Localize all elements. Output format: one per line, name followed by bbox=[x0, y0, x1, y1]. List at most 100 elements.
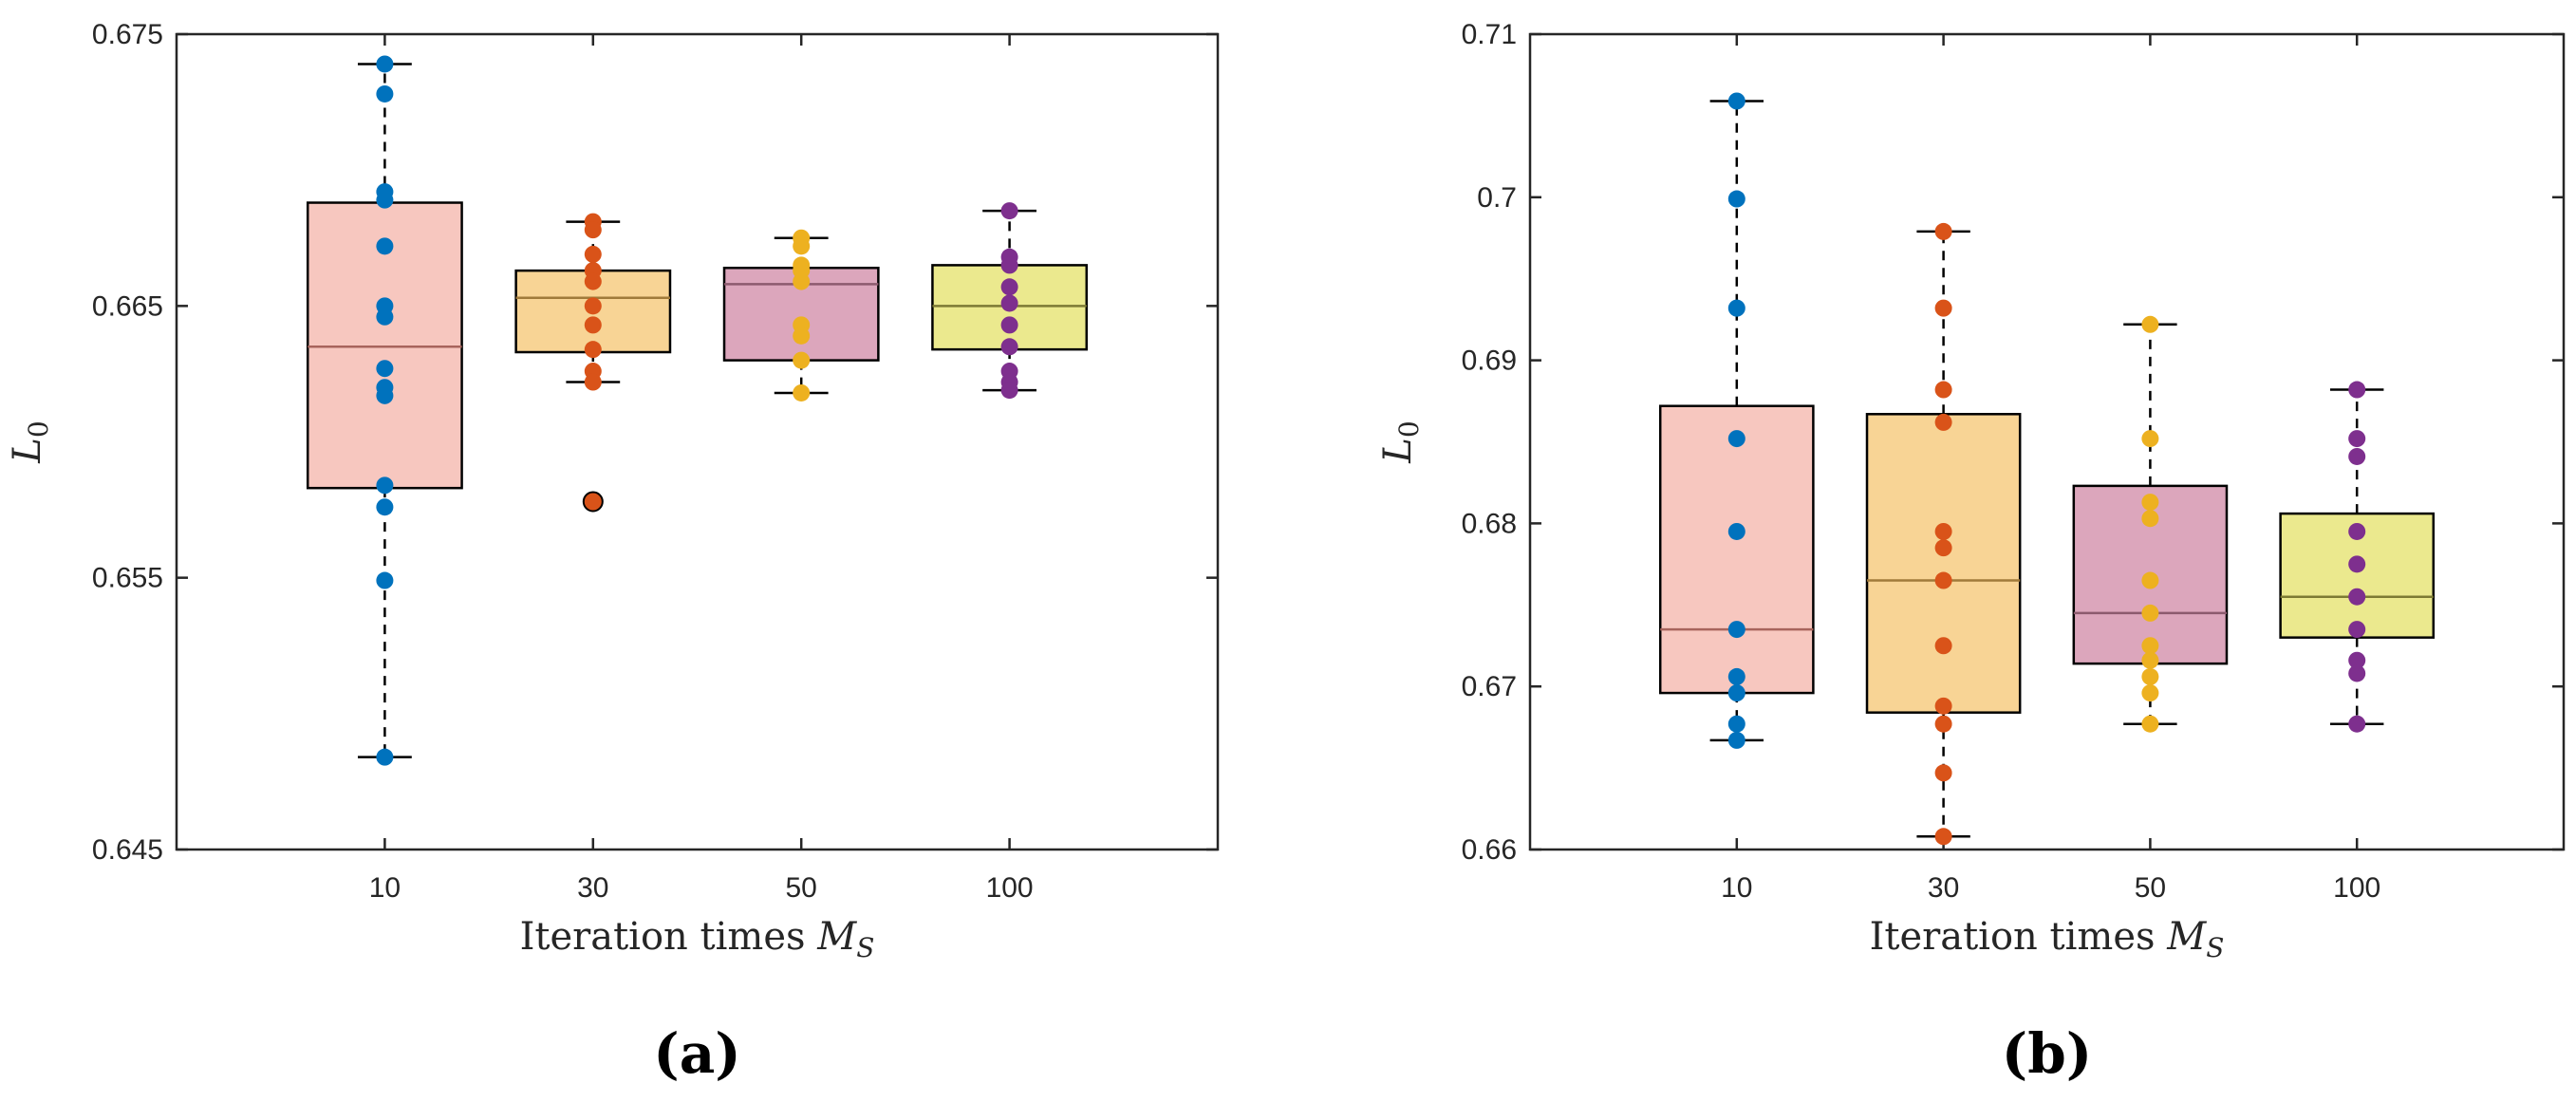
data-point bbox=[1000, 338, 1018, 356]
x-axis-label: Iteration times MS bbox=[520, 915, 875, 963]
panel-label: (b) bbox=[2002, 1021, 2092, 1086]
data-point bbox=[1934, 381, 1952, 399]
y-tick-label: 0.71 bbox=[1462, 19, 1517, 50]
data-point bbox=[376, 237, 394, 255]
data-point bbox=[1934, 637, 1952, 655]
data-point bbox=[1727, 430, 1745, 448]
data-point bbox=[1934, 539, 1952, 557]
data-point bbox=[793, 327, 811, 345]
y-tick-label: 0.69 bbox=[1462, 346, 1517, 377]
data-point bbox=[1934, 697, 1952, 715]
data-point bbox=[584, 316, 602, 334]
data-point bbox=[1727, 299, 1745, 317]
data-point bbox=[793, 237, 811, 255]
data-point bbox=[1934, 764, 1952, 782]
data-point bbox=[1727, 190, 1745, 208]
data-point bbox=[1934, 413, 1952, 431]
data-point bbox=[1727, 522, 1745, 540]
outlier-point bbox=[582, 491, 604, 513]
data-point bbox=[1934, 715, 1952, 733]
x-tick-label: 100 bbox=[2333, 872, 2380, 904]
data-point bbox=[1934, 222, 1952, 240]
data-point bbox=[376, 748, 394, 766]
data-point bbox=[2348, 522, 2366, 540]
data-point bbox=[2141, 667, 2159, 685]
data-point bbox=[376, 191, 394, 209]
y-axis-label: L0 bbox=[1376, 420, 1425, 463]
panel-b: 0.66 0.67 0.68 0.69 0.7 0.71 10 30 50 100 L0 Iterat… bbox=[1376, 19, 2566, 1086]
y-axis-label: L0 bbox=[6, 420, 54, 463]
data-point bbox=[1000, 316, 1018, 334]
data-point bbox=[376, 84, 394, 103]
data-point bbox=[793, 351, 811, 369]
data-point bbox=[2348, 588, 2366, 606]
y-tick-label: 0.68 bbox=[1462, 508, 1517, 539]
data-point bbox=[2141, 637, 2159, 655]
y-tick-label: 0.655 bbox=[92, 563, 163, 594]
data-point bbox=[376, 308, 394, 326]
data-point bbox=[2141, 494, 2159, 512]
data-point bbox=[1727, 715, 1745, 733]
x-axis-label: Iteration times MS bbox=[1870, 915, 2225, 963]
data-point bbox=[1000, 202, 1018, 220]
data-point bbox=[2348, 381, 2366, 399]
y-tick-label: 0.675 bbox=[92, 19, 163, 50]
x-tick-label: 10 bbox=[369, 872, 401, 904]
x-tick-label: 50 bbox=[2135, 872, 2166, 904]
data-point bbox=[1727, 731, 1745, 749]
y-tick-label: 0.665 bbox=[92, 290, 163, 322]
data-point bbox=[584, 221, 602, 239]
data-point bbox=[584, 297, 602, 315]
data-point bbox=[1000, 278, 1018, 296]
plot-frame bbox=[1528, 32, 2566, 851]
y-tick-label: 0.7 bbox=[1477, 182, 1517, 214]
data-point bbox=[1727, 667, 1745, 685]
box-iqr bbox=[1865, 413, 2022, 714]
data-point bbox=[376, 571, 394, 589]
data-point bbox=[1934, 571, 1952, 589]
data-point bbox=[2348, 430, 2366, 448]
data-point bbox=[2141, 604, 2159, 622]
data-point bbox=[2141, 684, 2159, 702]
data-point bbox=[1934, 299, 1952, 317]
data-point bbox=[584, 341, 602, 359]
data-point bbox=[376, 55, 394, 73]
data-point bbox=[1727, 684, 1745, 702]
data-point bbox=[2348, 664, 2366, 682]
x-tick-label: 30 bbox=[577, 872, 608, 904]
data-point bbox=[584, 245, 602, 263]
data-point bbox=[1000, 256, 1018, 274]
data-point bbox=[584, 373, 602, 391]
data-point bbox=[793, 272, 811, 290]
data-point bbox=[376, 476, 394, 495]
data-point bbox=[1727, 92, 1745, 110]
data-point bbox=[2348, 555, 2366, 573]
data-point bbox=[1000, 382, 1018, 400]
data-point bbox=[2348, 447, 2366, 465]
data-point bbox=[1934, 828, 1952, 846]
data-point bbox=[1000, 294, 1018, 312]
data-point bbox=[1727, 621, 1745, 639]
data-point bbox=[376, 386, 394, 404]
data-point bbox=[2348, 621, 2366, 639]
data-point bbox=[2141, 715, 2159, 733]
panel-a: 0.645 0.655 0.665 0.675 10 30 50 100 L0 Iteration… bbox=[6, 19, 1220, 1086]
plot-frame bbox=[175, 32, 1220, 851]
box-iqr bbox=[1658, 404, 1815, 695]
data-point bbox=[2141, 315, 2159, 333]
data-point bbox=[793, 383, 811, 402]
x-tick-label: 100 bbox=[986, 872, 1034, 904]
data-point bbox=[2141, 571, 2159, 589]
data-point bbox=[2348, 651, 2366, 669]
y-tick-label: 0.645 bbox=[92, 834, 163, 866]
x-tick-label: 50 bbox=[786, 872, 817, 904]
panel-label: (a) bbox=[653, 1021, 740, 1086]
data-point bbox=[1934, 522, 1952, 540]
x-tick-label: 30 bbox=[1928, 872, 1959, 904]
data-point bbox=[584, 272, 602, 290]
x-tick-label: 10 bbox=[1721, 872, 1752, 904]
data-point bbox=[2348, 715, 2366, 733]
data-point bbox=[376, 360, 394, 378]
data-point bbox=[2141, 430, 2159, 448]
